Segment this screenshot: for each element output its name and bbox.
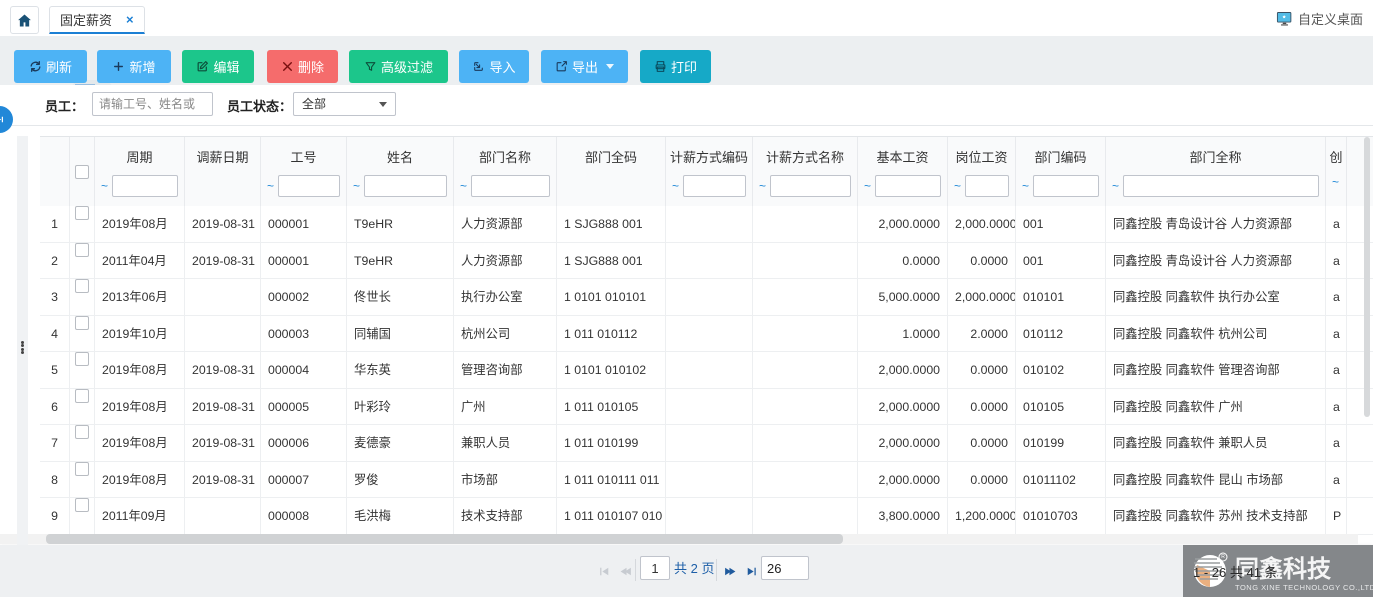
svg-text:R: R [1221,554,1225,560]
svg-text:TONG XINE TECHNOLOGY CO.,LTD: TONG XINE TECHNOLOGY CO.,LTD [1235,583,1373,592]
